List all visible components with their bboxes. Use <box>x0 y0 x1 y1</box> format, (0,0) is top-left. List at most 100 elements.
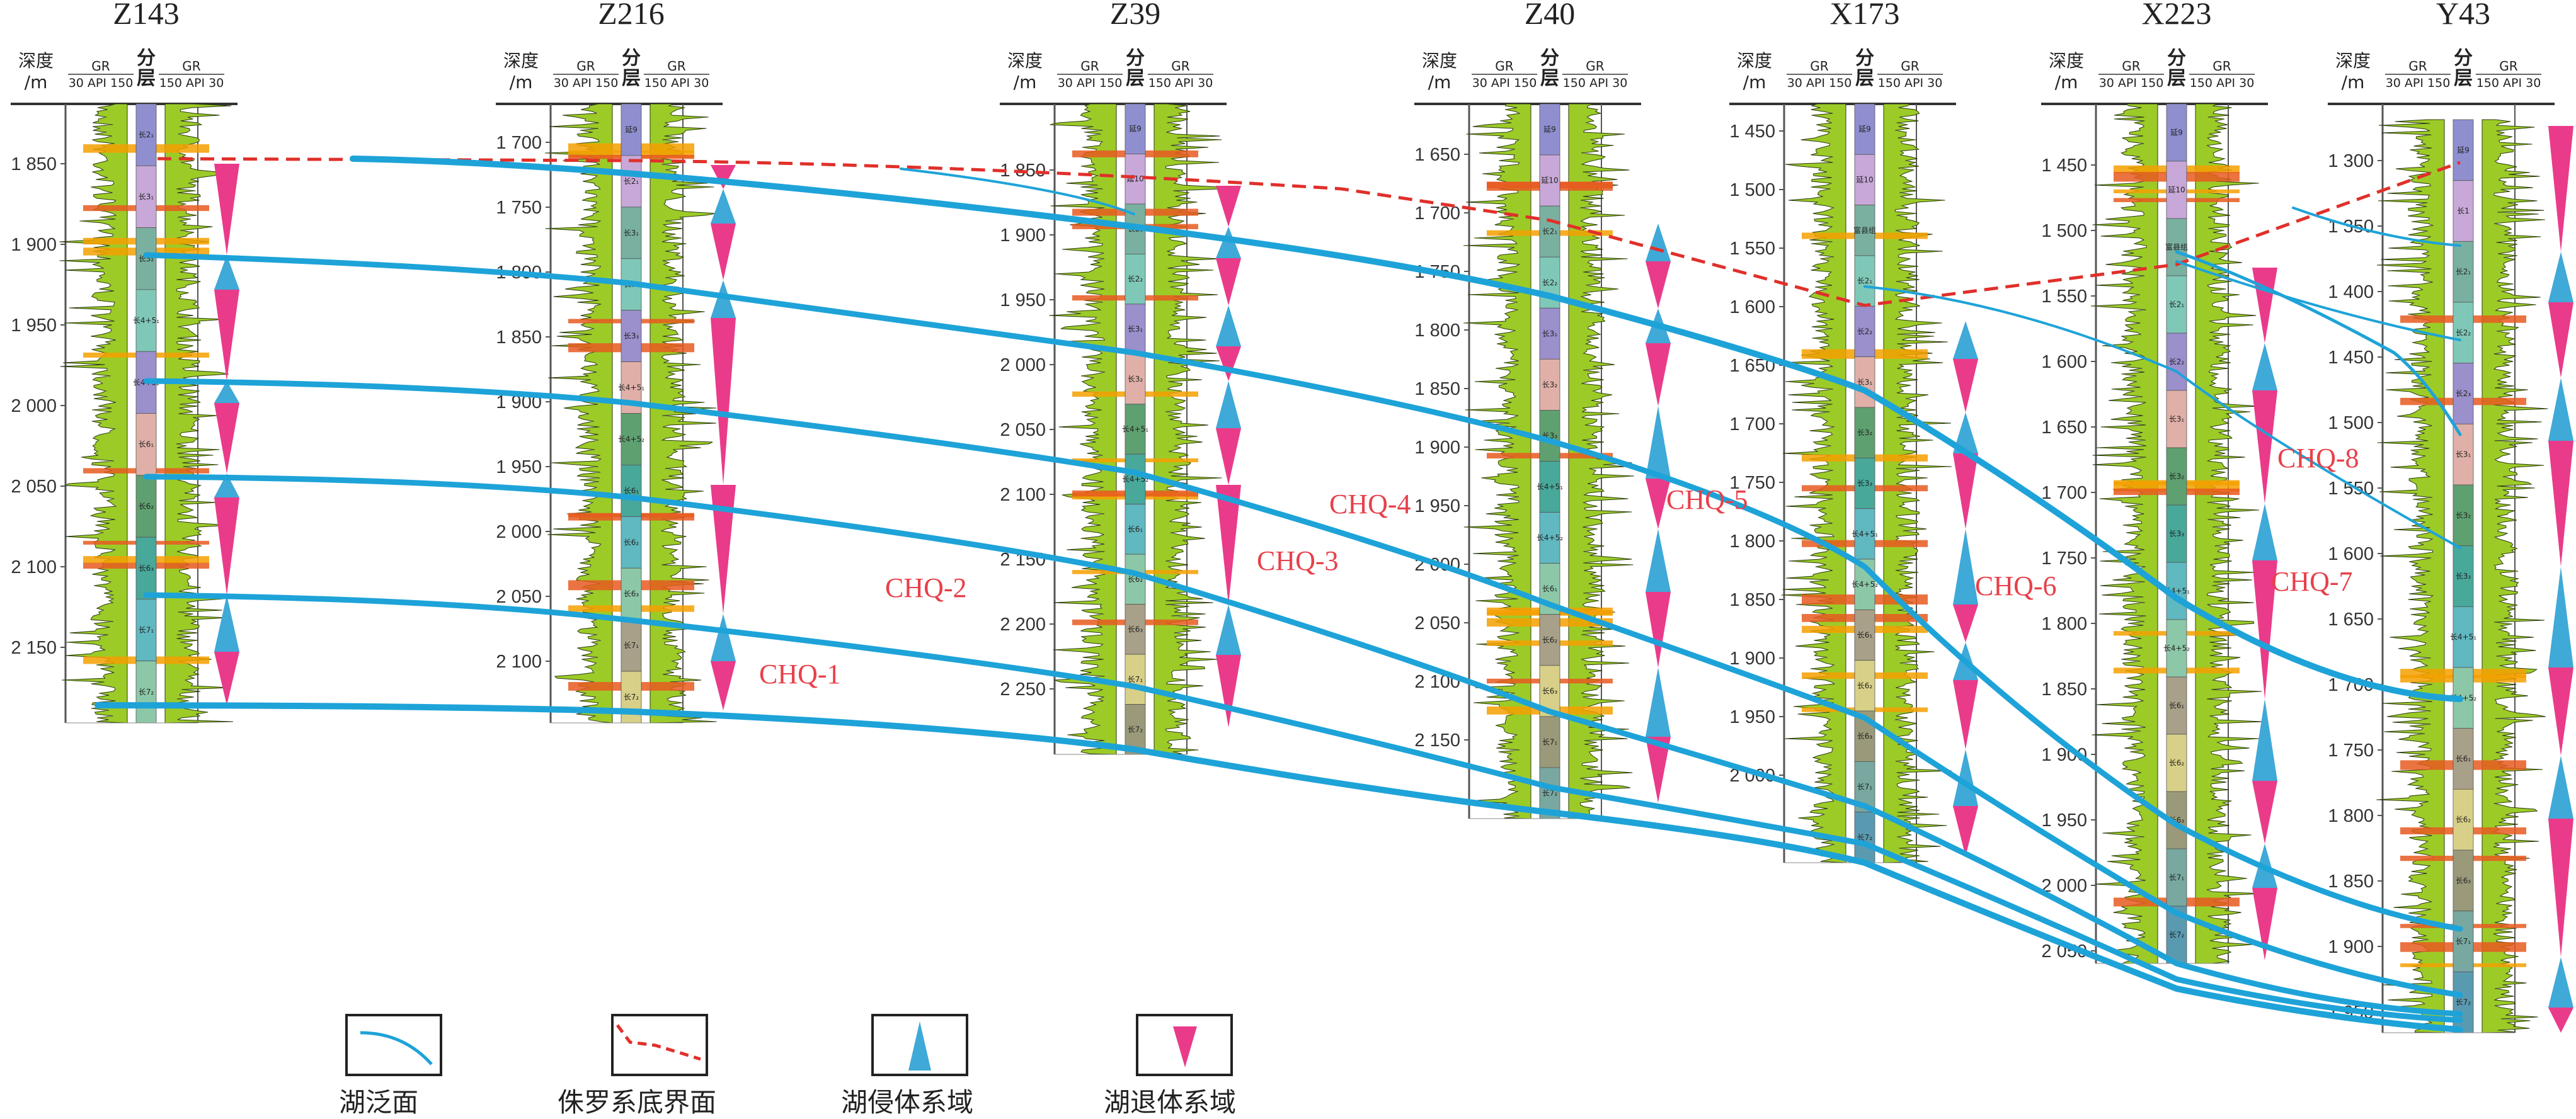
layer-block <box>135 537 157 599</box>
depth-tick-label: 2 200 <box>1000 615 1046 635</box>
layer-label: 长3₁ <box>1857 378 1873 387</box>
cycle-label-chq-2: CHQ-2 <box>885 572 967 603</box>
depth-tick-label: 1 850 <box>496 327 542 348</box>
layer-label: 长3₁ <box>1128 325 1143 334</box>
layer-header: 分 <box>1540 47 1559 69</box>
layer-header: 分 <box>2167 47 2186 69</box>
gr-header: GR <box>1171 59 1189 74</box>
depth-unit: /m <box>1014 72 1037 93</box>
layer-label: 富县组 <box>2165 242 2188 252</box>
layer-block <box>1125 604 1146 655</box>
layer-label: 长7₁ <box>2169 873 2185 882</box>
depth-tick-label: 1 600 <box>2041 352 2087 372</box>
transgressive-triangle <box>2548 957 2573 1008</box>
regressive-triangle <box>214 497 239 595</box>
regressive-triangle <box>1646 479 1671 529</box>
depth-tick-label: 1 450 <box>2041 156 2087 176</box>
layer-header: 分 <box>137 47 156 69</box>
layer-label: 长3₁ <box>624 229 639 237</box>
gr-log-curve <box>1049 103 1117 755</box>
gr-header: GR <box>1586 59 1604 74</box>
gr-header: GR <box>1810 59 1828 74</box>
gr-scale: 30 API 150 <box>554 76 619 90</box>
lake-flooding-surface-line <box>2175 250 2462 436</box>
regressive-triangle <box>1953 453 1978 529</box>
legend-box <box>345 1014 442 1076</box>
layer-label: 长2₃ <box>2456 389 2471 398</box>
systems-tract-triangles <box>214 126 2573 1033</box>
depth-tick-label: 2 150 <box>11 638 57 658</box>
regressive-triangle <box>1216 186 1241 227</box>
regressive-triangle <box>1953 359 1978 412</box>
well-x173: X173 深度/m 分层 GR 30 API 150 GR 150 API 30 1 450 1… <box>1729 0 1956 863</box>
regressive-triangle <box>1216 346 1241 381</box>
layer-block <box>1539 410 1560 462</box>
depth-tick-label: 1 550 <box>1729 239 1775 259</box>
depth-tick-label: 1 300 <box>2328 151 2374 171</box>
gr-log-curve <box>59 103 128 724</box>
layer-block <box>135 599 157 662</box>
gr-log-curve <box>2376 119 2445 1033</box>
depth-tick-label: 1 400 <box>2328 282 2374 302</box>
layer-block <box>135 475 157 538</box>
regressive-triangle <box>1646 592 1671 667</box>
depth-tick-label: 2 100 <box>1000 485 1046 505</box>
cycle-labels: CHQ-1 CHQ-2 CHQ-3 CHQ-4 CHQ-5 CHQ-6 CHQ-7 CHQ-8 <box>759 443 2359 690</box>
legend: 湖泛面 侏罗系底界面 湖侵体系域 湖退体系域 <box>339 1014 1236 1118</box>
layer-label: 长6₃ <box>139 564 154 572</box>
layer-block <box>1854 103 1875 155</box>
well-name: X223 <box>2141 0 2211 31</box>
layer-block <box>621 207 642 259</box>
regressive-triangle <box>1646 737 1671 803</box>
regressive-triangle <box>2252 781 2277 844</box>
well-x223: X223 深度/m 分层 GR 30 API 150 GR 150 API 30 1 450 1… <box>2041 0 2268 964</box>
depth-tick-label: 1 950 <box>11 315 57 336</box>
well-name: Y43 <box>2436 0 2490 31</box>
depth-tick-label: 1 650 <box>2328 610 2374 630</box>
layer-block <box>135 103 157 166</box>
lake-flooding-surface-line <box>2175 260 2461 341</box>
gr-scale: 150 API 30 <box>2476 76 2541 90</box>
transgressive-triangle <box>1646 667 1671 737</box>
depth-tick-label: 1 950 <box>1000 290 1046 310</box>
layer-block <box>1854 205 1875 256</box>
transgressive-triangle <box>2252 343 2277 390</box>
layer-block <box>1854 407 1875 458</box>
layer-label: 延9 <box>1543 125 1556 134</box>
layer-label: 长7₁ <box>1128 675 1143 684</box>
layer-header-2: 层 <box>1540 67 1559 89</box>
layer-block <box>2453 302 2474 364</box>
depth-tick-label: 1 500 <box>2328 413 2374 433</box>
depth-tick-label: 1 900 <box>1000 225 1046 246</box>
transgressive-triangle <box>1216 227 1241 258</box>
layer-header-2: 层 <box>1855 67 1874 89</box>
regressive-triangle <box>2548 302 2573 378</box>
layer-block <box>2453 545 2474 607</box>
layer-label: 长3₃ <box>1857 479 1873 488</box>
depth-tick-label: 1 850 <box>1729 590 1775 610</box>
gr-header: GR <box>1495 59 1513 74</box>
depth-tick-label: 1 800 <box>2041 614 2087 634</box>
transgressive-triangle <box>1953 321 1978 359</box>
transgressive-triangle <box>1216 381 1241 428</box>
lake-flooding-surface-line <box>143 474 2463 1017</box>
layer-label: 长2₁ <box>1857 276 1873 285</box>
depth-tick-label: 1 700 <box>2041 483 2087 503</box>
cycle-label-chq-8: CHQ-8 <box>2277 443 2359 474</box>
depth-tick-label: 1 700 <box>1729 414 1775 435</box>
gr-log-curve <box>2195 103 2264 964</box>
gr-log-curve <box>2090 103 2158 964</box>
layer-block <box>621 516 642 569</box>
depth-tick-label: 1 750 <box>496 198 542 218</box>
regressive-triangle <box>214 164 239 255</box>
transgressive-triangle-icon <box>908 1021 931 1071</box>
regressive-triangle <box>2252 268 2277 343</box>
layer-label: 长4+5₁ <box>2450 633 2476 642</box>
legend-item-lake-flooding-surface: 湖泛面 <box>339 1014 442 1118</box>
gr-header: GR <box>2499 59 2517 74</box>
layer-label: 长3₁ <box>2456 450 2471 459</box>
transgressive-triangle <box>2548 567 2573 667</box>
layer-block <box>1125 154 1146 205</box>
layer-label: 长4+5₂ <box>1537 533 1563 542</box>
